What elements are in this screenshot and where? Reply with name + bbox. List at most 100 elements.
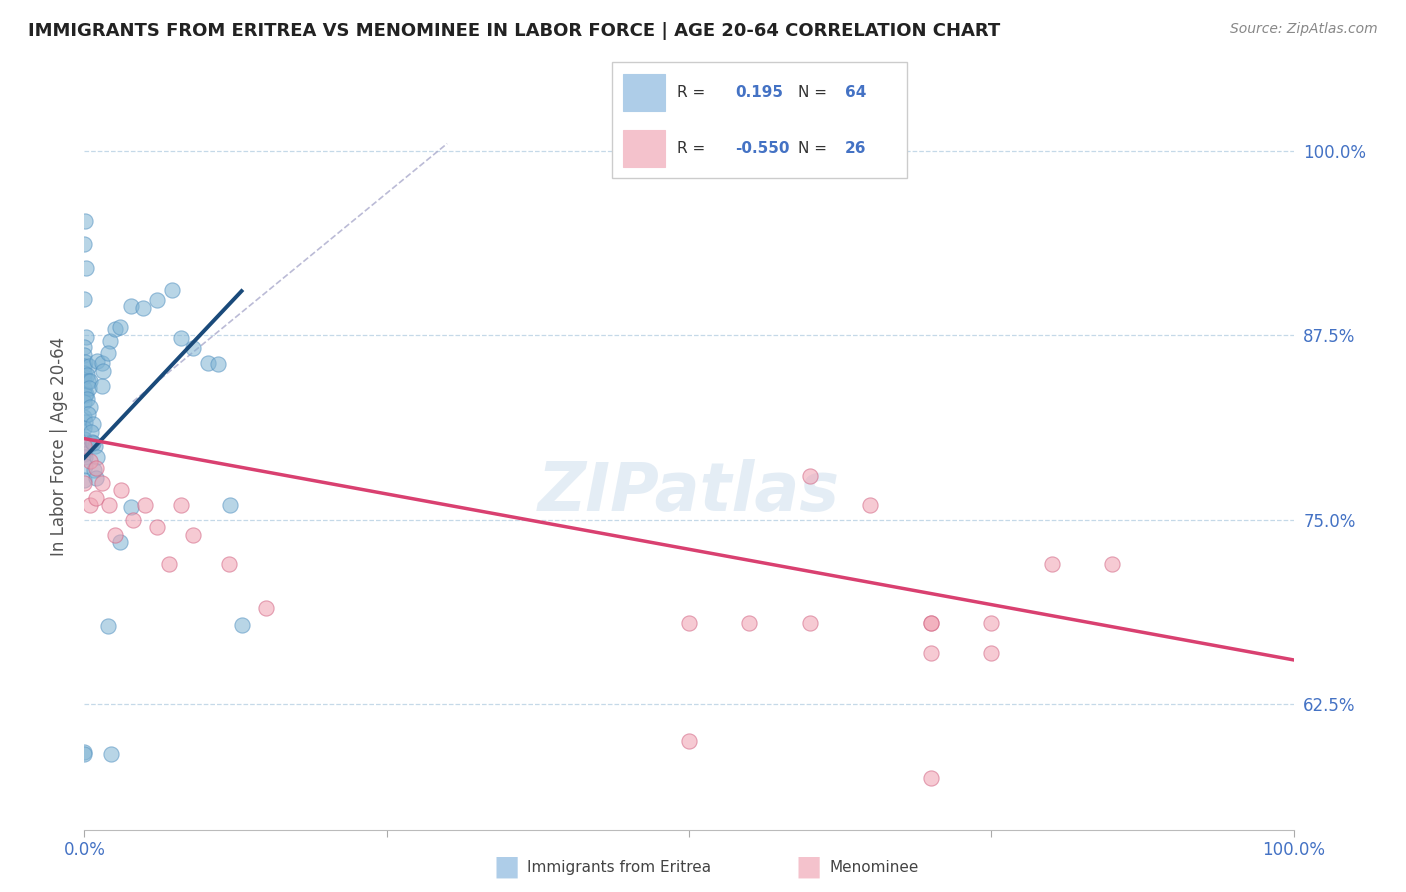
Point — [231, 618, 253, 632]
Point — [104, 322, 127, 336]
Text: IMMIGRANTS FROM ERITREA VS MENOMINEE IN LABOR FORCE | AGE 20-64 CORRELATION CHAR: IMMIGRANTS FROM ERITREA VS MENOMINEE IN … — [28, 22, 1001, 40]
Point — [160, 283, 183, 297]
Point — [799, 615, 821, 630]
Point — [86, 450, 108, 464]
Point — [108, 320, 131, 334]
Point — [86, 491, 108, 505]
Point — [79, 454, 101, 468]
Point — [76, 368, 98, 382]
Point — [91, 379, 114, 393]
Point — [77, 359, 100, 373]
Point — [920, 771, 942, 785]
Point — [121, 513, 143, 527]
Point — [98, 334, 121, 348]
Point — [110, 483, 132, 498]
Point — [73, 410, 96, 425]
Point — [76, 407, 98, 421]
Point — [207, 357, 229, 371]
FancyBboxPatch shape — [612, 62, 907, 178]
Text: R =: R = — [676, 141, 710, 156]
Text: 64: 64 — [845, 85, 866, 100]
Point — [73, 366, 96, 380]
Point — [120, 500, 142, 514]
Point — [97, 498, 120, 512]
Point — [86, 354, 108, 368]
Point — [76, 374, 98, 388]
Point — [73, 416, 96, 430]
Point — [678, 734, 700, 748]
Text: -0.550: -0.550 — [735, 141, 790, 156]
Point — [73, 443, 96, 458]
Point — [73, 745, 96, 759]
Point — [73, 433, 96, 447]
Point — [920, 615, 942, 630]
Point — [120, 299, 142, 313]
Text: ■: ■ — [796, 853, 821, 881]
Point — [75, 388, 97, 402]
Point — [73, 381, 96, 395]
Point — [84, 470, 107, 484]
Point — [181, 341, 204, 355]
Text: N =: N = — [797, 141, 831, 156]
Point — [73, 214, 96, 228]
Point — [73, 237, 96, 252]
Point — [79, 400, 101, 414]
Point — [73, 340, 96, 354]
Point — [75, 387, 97, 401]
Point — [76, 392, 98, 406]
Point — [97, 345, 120, 359]
Text: 26: 26 — [845, 141, 866, 156]
Point — [181, 527, 204, 541]
Y-axis label: In Labor Force | Age 20-64: In Labor Force | Age 20-64 — [49, 336, 67, 556]
Point — [100, 747, 122, 762]
Bar — [623, 129, 665, 167]
Point — [77, 381, 100, 395]
Point — [146, 520, 169, 534]
Point — [1040, 557, 1063, 571]
Point — [80, 434, 103, 449]
Text: ZIPatlas: ZIPatlas — [538, 459, 839, 525]
Point — [170, 331, 193, 345]
Point — [980, 615, 1002, 630]
Point — [73, 475, 96, 490]
Point — [920, 646, 942, 660]
Point — [738, 615, 761, 630]
Point — [110, 534, 132, 549]
Point — [980, 646, 1002, 660]
Point — [859, 498, 882, 512]
Point — [218, 498, 240, 512]
Point — [80, 425, 103, 439]
Point — [82, 417, 104, 431]
Point — [73, 473, 96, 487]
Text: Immigrants from Eritrea: Immigrants from Eritrea — [527, 860, 711, 874]
Point — [197, 356, 219, 370]
Text: Menominee: Menominee — [830, 860, 920, 874]
Point — [1101, 557, 1123, 571]
Point — [254, 601, 277, 615]
Point — [75, 330, 97, 344]
Point — [218, 557, 240, 571]
Point — [93, 363, 115, 377]
Point — [86, 461, 108, 475]
Point — [73, 447, 96, 461]
Point — [131, 301, 153, 315]
Point — [73, 747, 96, 761]
Point — [83, 463, 105, 477]
Point — [97, 619, 120, 633]
Point — [920, 615, 942, 630]
Bar — [623, 74, 665, 112]
Point — [73, 355, 96, 369]
Text: R =: R = — [676, 85, 710, 100]
Point — [79, 374, 101, 388]
Point — [104, 527, 127, 541]
Text: 0.195: 0.195 — [735, 85, 783, 100]
Point — [75, 261, 97, 276]
Point — [73, 450, 96, 464]
Point — [73, 292, 96, 306]
Text: Source: ZipAtlas.com: Source: ZipAtlas.com — [1230, 22, 1378, 37]
Point — [91, 475, 114, 490]
Point — [134, 498, 156, 512]
Point — [157, 557, 180, 571]
Point — [73, 439, 96, 453]
Point — [73, 348, 96, 362]
